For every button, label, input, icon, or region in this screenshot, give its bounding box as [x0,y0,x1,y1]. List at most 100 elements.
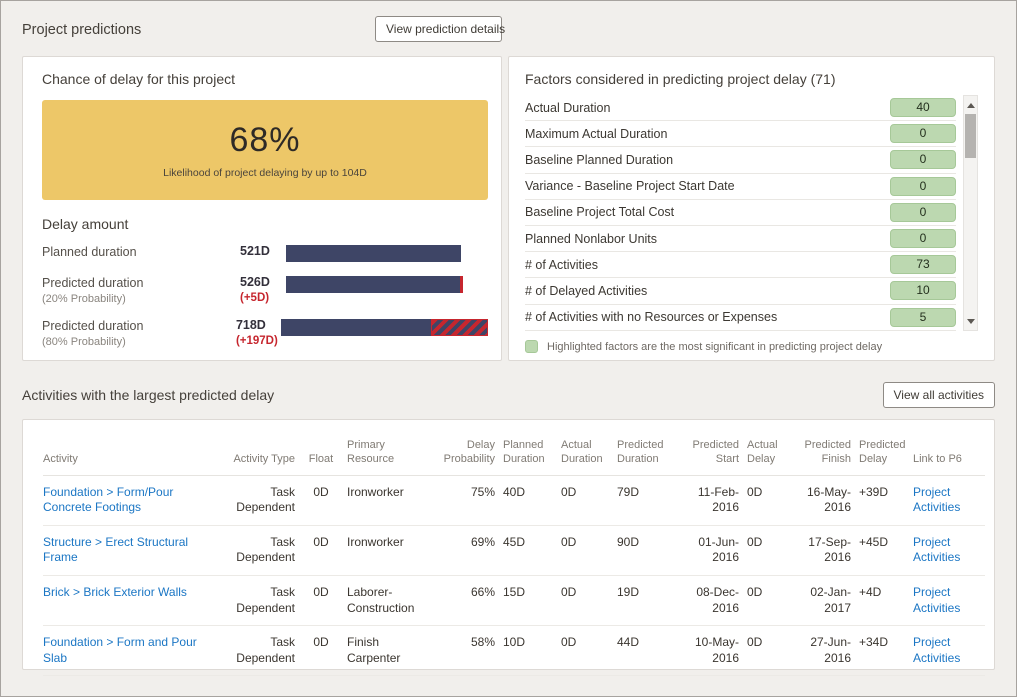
cell-float: 0D [303,525,347,576]
col-predicted-finish: Predicted Finish [795,424,859,476]
activity-link[interactable]: Brick > Brick Exterior Walls [43,584,187,599]
scroll-up-icon[interactable] [964,98,977,112]
delay-amount-title: Delay amount [42,216,129,232]
col-actual-delay: Actual Delay [747,424,795,476]
project-activities-link[interactable]: Project Activities [913,635,961,665]
cell-predicted-duration: 19D [617,575,685,627]
table-header-row: Activity Activity Type Float Primary Res… [43,424,985,476]
cell-delay-probability: 58% [439,625,503,677]
table-row: Foundation > Form and Pour Slab Task Dep… [43,625,985,677]
planned-duration-bar [286,245,461,262]
cell-activity-type: Task Dependent [229,575,303,627]
scroll-down-icon[interactable] [964,314,977,328]
table-row: Foundation > Form/Pour Concrete Footings… [43,475,985,526]
factor-value-chip: 73 [890,255,956,275]
factor-row: # of Delayed Activities 10 [525,278,956,305]
cell-predicted-duration: 90D [617,525,685,576]
factor-row: Variance - Baseline Project Start Date 0 [525,174,956,200]
factor-value-chip: 5 [890,307,956,327]
cell-predicted-duration: 44D [617,625,685,677]
factor-label: Baseline Planned Duration [525,152,674,167]
page-title: Project predictions [22,22,142,38]
cell-primary-resource: Laborer-Construction [347,575,439,627]
factors-list: Actual Duration 40 Maximum Actual Durati… [525,95,956,331]
factor-value-chip: 0 [890,176,956,196]
cell-predicted-delay: +4D [859,575,913,627]
project-activities-link[interactable]: Project Activities [913,484,961,515]
cell-planned-duration: 15D [503,575,561,627]
bar-sublabel: (20% Probability) [42,293,126,305]
cell-actual-delay: 0D [747,575,795,627]
legend-text: Highlighted factors are the most signifi… [547,340,883,353]
delay-amount-chart: Planned duration 521D Predicted duration… [42,244,488,348]
factor-label: # of Delayed Activities [525,283,648,298]
cell-activity-type: Task Dependent [229,525,303,576]
project-activities-link[interactable]: Project Activities [913,584,961,615]
cell-actual-duration: 0D [561,625,617,677]
bar-row-planned: Planned duration 521D [42,244,488,262]
bar-row-predicted-20: Predicted duration (20% Probability) 526… [42,275,488,305]
factors-panel-title: Factors considered in predicting project… [525,71,836,87]
factor-value-chip: 0 [890,202,956,222]
cell-predicted-delay: +39D [859,475,913,526]
view-prediction-details-button[interactable]: View prediction details [375,16,505,42]
factor-row: # of Activities 73 [525,252,956,279]
cell-float: 0D [303,625,347,677]
factor-value-chip: 40 [890,98,956,118]
delay-chance-subtitle: Likelihood of project delaying by up to … [163,167,367,179]
dashboard: Project predictions View prediction deta… [1,1,1016,685]
cell-float: 0D [303,575,347,627]
cell-predicted-finish: 17-Sep-2016 [795,525,859,576]
cell-predicted-finish: 16-May-2016 [795,475,859,526]
factors-legend: Highlighted factors are the most signifi… [525,340,978,353]
delay-chance-percent: 68% [229,121,301,159]
factor-row: Baseline Project Total Cost 0 [525,200,956,226]
activities-table: Activity Activity Type Float Primary Res… [43,424,985,677]
table-row: Brick > Brick Exterior Walls Task Depend… [43,575,985,627]
col-activity-type: Activity Type [229,424,303,476]
cell-actual-delay: 0D [747,625,795,677]
cell-predicted-delay: +34D [859,625,913,677]
bar-sublabel: (80% Probability) [42,336,126,348]
factor-row: # of Activities with no Resources or Exp… [525,305,956,331]
cell-delay-probability: 69% [439,525,503,576]
col-activity: Activity [43,424,229,476]
factor-row: Maximum Actual Duration 0 [525,121,956,148]
activity-link[interactable]: Foundation > Form and Pour Slab [43,635,197,665]
factor-row: Baseline Planned Duration 0 [525,147,956,174]
cell-predicted-start: 10-May-2016 [685,625,747,677]
bar-row-predicted-80: Predicted duration (80% Probability) 718… [42,318,488,348]
bar-value: 521D [240,244,270,258]
activities-table-panel: Activity Activity Type Float Primary Res… [22,419,995,677]
col-predicted-duration: Predicted Duration [617,424,685,476]
activity-link[interactable]: Structure > Erect Structural Frame [43,534,189,565]
cell-predicted-finish: 27-Jun-2016 [795,625,859,677]
bar-value: 526D [240,275,270,289]
cell-predicted-start: 11-Feb-2016 [685,475,747,526]
bar-label: Planned duration [42,245,137,259]
bar-delta: (+5D) [240,292,270,304]
col-predicted-start: Predicted Start [685,424,747,476]
factor-label: # of Activities [525,257,598,272]
factor-row: Planned Nonlabor Units 0 [525,226,956,253]
view-all-activities-button[interactable]: View all activities [882,382,995,408]
scrollbar-thumb[interactable] [965,114,976,158]
page-header: Project predictions View prediction deta… [22,16,995,46]
factor-row: Actual Duration 40 [525,95,956,122]
cell-planned-duration: 40D [503,475,561,526]
factor-label: Actual Duration [525,100,611,115]
factor-label: Baseline Project Total Cost [525,205,675,220]
factor-value-chip: 10 [890,281,956,301]
activity-link[interactable]: Foundation > Form/Pour Concrete Footings [43,484,174,515]
predicted-duration-80-bar [281,319,431,336]
delay-chance-highlight-box: 68% Likelihood of project delaying by up… [42,100,488,200]
chance-panel-title: Chance of delay for this project [42,71,235,87]
cell-primary-resource: Ironworker [347,525,439,576]
factors-scrollbar[interactable] [963,95,978,331]
top-panels: Chance of delay for this project 68% Lik… [22,56,995,361]
bar-delta: (+197D) [235,335,278,347]
factor-value-chip: 0 [890,124,956,144]
project-activities-link[interactable]: Project Activities [913,534,961,565]
cell-predicted-start: 01-Jun-2016 [685,525,747,576]
cell-planned-duration: 10D [503,625,561,677]
